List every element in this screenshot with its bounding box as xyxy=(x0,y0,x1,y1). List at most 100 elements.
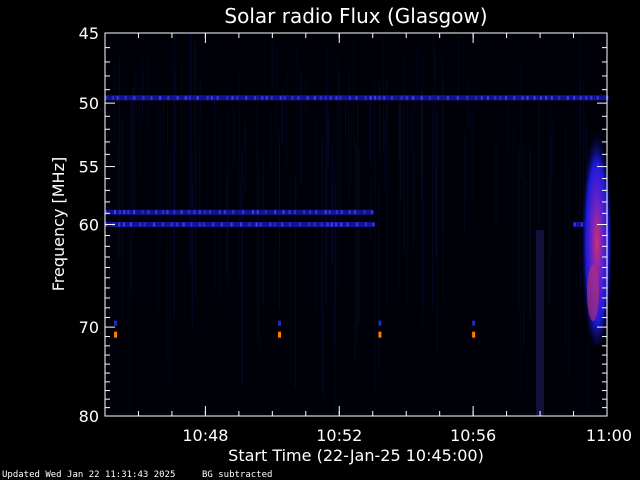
noise-streak xyxy=(270,111,272,170)
noise-streak xyxy=(348,71,350,204)
band-segment xyxy=(437,95,440,100)
noise-streak xyxy=(354,140,356,362)
band-segment xyxy=(198,210,201,215)
noise-streak xyxy=(434,44,436,200)
band-segment xyxy=(176,222,179,227)
band-segment xyxy=(371,210,374,215)
noise-streak xyxy=(326,44,328,309)
band-segment xyxy=(400,95,403,100)
band-segment xyxy=(256,210,259,215)
x-tick-label: 10:48 xyxy=(182,426,228,445)
band-segment xyxy=(320,222,323,227)
band-segment xyxy=(521,95,524,100)
noise-streak xyxy=(548,178,550,307)
band-segment xyxy=(540,95,542,100)
band-segment xyxy=(155,210,158,215)
noise-streak xyxy=(253,186,255,230)
band-segment xyxy=(283,95,286,100)
hot-pixel xyxy=(472,331,476,338)
noise-streak xyxy=(370,97,371,166)
band-segment xyxy=(209,210,212,215)
noise-streak xyxy=(536,230,545,416)
noise-streak xyxy=(435,166,437,259)
plot-content xyxy=(105,33,613,416)
band-segment xyxy=(329,95,332,100)
band-segment xyxy=(309,210,312,215)
x-axis: 10:48 10:52 10:56 11:00 xyxy=(137,33,632,445)
band-segment xyxy=(198,222,201,227)
band-segment xyxy=(111,95,114,100)
band-segment xyxy=(166,210,169,215)
band-segment xyxy=(412,95,415,100)
band-segment xyxy=(159,95,161,100)
noise-streak xyxy=(282,86,284,145)
noise-streak xyxy=(358,149,360,324)
y-tick-label: 60 xyxy=(79,216,99,235)
band-segment xyxy=(105,210,107,215)
band-segment xyxy=(558,95,561,100)
band-segment xyxy=(339,95,342,100)
band-segment xyxy=(232,210,235,215)
band-segment xyxy=(298,222,301,227)
band-segment xyxy=(129,222,132,227)
band-segment xyxy=(308,222,311,227)
noise-streak xyxy=(259,172,261,350)
band-segment xyxy=(226,95,229,100)
band-segment xyxy=(184,95,187,100)
noise-streak xyxy=(413,99,415,245)
hot-pixel-echo xyxy=(378,320,382,326)
band-segment xyxy=(330,222,333,227)
hot-pixel-echo xyxy=(278,320,282,326)
noise-streak xyxy=(163,83,165,147)
noise-streak xyxy=(191,154,193,327)
noise-streak xyxy=(529,148,531,320)
band-segment xyxy=(223,210,226,215)
noise-streak xyxy=(549,85,551,183)
noise-streak xyxy=(286,71,288,168)
band-segment xyxy=(372,222,375,227)
band-segment xyxy=(365,222,367,227)
noise-streak xyxy=(471,108,473,202)
hot-pixel xyxy=(378,331,382,338)
y-tick-label: 55 xyxy=(79,158,99,177)
x-axis-title: Start Time (22-Jan-25 10:45:00) xyxy=(228,446,484,465)
band-segment xyxy=(142,95,145,100)
band-segment xyxy=(566,95,569,100)
noise-streak xyxy=(539,96,540,225)
band-segment xyxy=(369,95,372,100)
band-segment xyxy=(590,95,593,100)
band-segment xyxy=(182,222,185,227)
band-segment xyxy=(573,222,576,227)
noise-streak xyxy=(170,144,172,381)
band-segment xyxy=(456,95,459,100)
band-segment xyxy=(202,222,205,227)
x-tick-label: 10:52 xyxy=(316,426,362,445)
band-segment xyxy=(245,95,248,100)
band-segment xyxy=(293,210,296,215)
noise-streak xyxy=(116,80,118,262)
noise-streak xyxy=(435,56,437,253)
noise-streak xyxy=(132,86,134,207)
band-segment xyxy=(114,210,116,215)
noise-streak xyxy=(206,113,208,227)
band-segment xyxy=(340,210,343,215)
band-segment xyxy=(533,95,536,100)
noise-streak xyxy=(399,134,400,288)
band-segment xyxy=(143,222,146,227)
band-segment xyxy=(505,95,507,100)
band-segment xyxy=(188,95,191,100)
band-segment xyxy=(313,95,316,100)
noise-streak xyxy=(308,67,310,197)
noise-streak xyxy=(464,130,465,233)
x-tick-label: 11:00 xyxy=(586,426,632,445)
noise-streak xyxy=(374,160,376,395)
band-segment xyxy=(167,95,170,100)
band-segment xyxy=(374,95,377,100)
band-segment xyxy=(281,222,284,227)
noise-streak xyxy=(500,53,502,132)
noise-streak xyxy=(353,41,354,146)
noise-streak xyxy=(410,91,412,152)
noise-streak xyxy=(337,57,339,208)
band-segment xyxy=(383,95,386,100)
noise-streak xyxy=(119,56,121,260)
